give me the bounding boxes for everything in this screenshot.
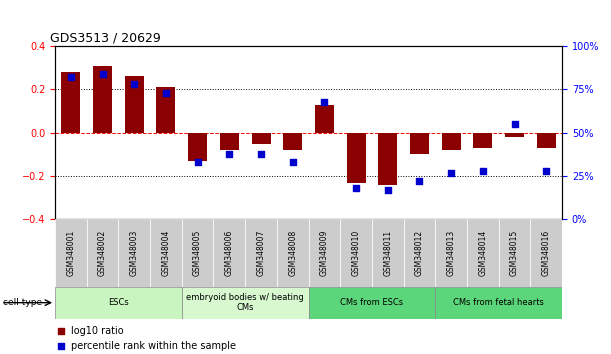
Bar: [537, 133, 556, 148]
Bar: [220, 133, 239, 150]
Bar: [435, 219, 467, 287]
Bar: [156, 87, 175, 133]
Bar: [474, 133, 492, 148]
Point: [446, 170, 456, 176]
Bar: [378, 133, 397, 185]
Bar: [404, 219, 435, 287]
Text: GSM348009: GSM348009: [320, 230, 329, 276]
Bar: [410, 133, 429, 154]
Text: GSM348010: GSM348010: [351, 230, 360, 276]
Bar: [442, 133, 461, 150]
Text: ESCs: ESCs: [108, 298, 129, 307]
Bar: [119, 219, 150, 287]
Point: [288, 159, 298, 165]
Bar: [245, 219, 277, 287]
Point: [98, 71, 108, 76]
Text: GSM348004: GSM348004: [161, 230, 170, 276]
Bar: [505, 133, 524, 137]
Text: GSM348016: GSM348016: [542, 230, 551, 276]
Bar: [182, 219, 213, 287]
Point: [192, 159, 202, 165]
Bar: [93, 65, 112, 133]
Point: [130, 81, 139, 87]
Bar: [125, 76, 144, 133]
Text: GSM348011: GSM348011: [383, 230, 392, 276]
Bar: [435, 287, 562, 319]
Text: GSM348014: GSM348014: [478, 230, 488, 276]
Bar: [277, 219, 309, 287]
Text: GSM348006: GSM348006: [225, 230, 234, 276]
Text: GSM348007: GSM348007: [257, 230, 266, 276]
Text: GSM348003: GSM348003: [130, 230, 139, 276]
Point: [56, 343, 66, 349]
Text: GSM348002: GSM348002: [98, 230, 107, 276]
Bar: [284, 133, 302, 150]
Text: GSM348005: GSM348005: [193, 230, 202, 276]
Bar: [467, 219, 499, 287]
Bar: [340, 219, 372, 287]
Bar: [182, 287, 309, 319]
Text: GSM348015: GSM348015: [510, 230, 519, 276]
Bar: [372, 219, 404, 287]
Bar: [55, 287, 182, 319]
Bar: [252, 133, 271, 144]
Point: [224, 151, 234, 156]
Text: GSM348013: GSM348013: [447, 230, 456, 276]
Text: GSM348001: GSM348001: [67, 230, 75, 276]
Bar: [55, 219, 87, 287]
Point: [541, 168, 551, 174]
Text: CMs from ESCs: CMs from ESCs: [340, 298, 403, 307]
Point: [161, 90, 171, 96]
Bar: [309, 219, 340, 287]
Point: [478, 168, 488, 174]
Point: [510, 121, 519, 127]
Text: log10 ratio: log10 ratio: [71, 326, 123, 336]
Text: CMs from fetal hearts: CMs from fetal hearts: [453, 298, 544, 307]
Bar: [188, 133, 207, 161]
Point: [66, 74, 76, 80]
Bar: [530, 219, 562, 287]
Bar: [346, 133, 365, 183]
Text: GSM348008: GSM348008: [288, 230, 297, 276]
Bar: [315, 104, 334, 133]
Bar: [213, 219, 245, 287]
Bar: [150, 219, 182, 287]
Text: GDS3513 / 20629: GDS3513 / 20629: [50, 32, 161, 45]
Text: embryoid bodies w/ beating
CMs: embryoid bodies w/ beating CMs: [186, 293, 304, 312]
Point: [351, 185, 361, 191]
Text: GSM348012: GSM348012: [415, 230, 424, 276]
Text: percentile rank within the sample: percentile rank within the sample: [71, 341, 236, 351]
Point: [56, 328, 66, 333]
Bar: [87, 219, 119, 287]
Point: [320, 99, 329, 104]
Text: cell type: cell type: [3, 298, 42, 307]
Bar: [309, 287, 435, 319]
Point: [415, 178, 425, 184]
Bar: [61, 72, 81, 133]
Bar: [499, 219, 530, 287]
Point: [383, 187, 393, 193]
Point: [256, 151, 266, 156]
